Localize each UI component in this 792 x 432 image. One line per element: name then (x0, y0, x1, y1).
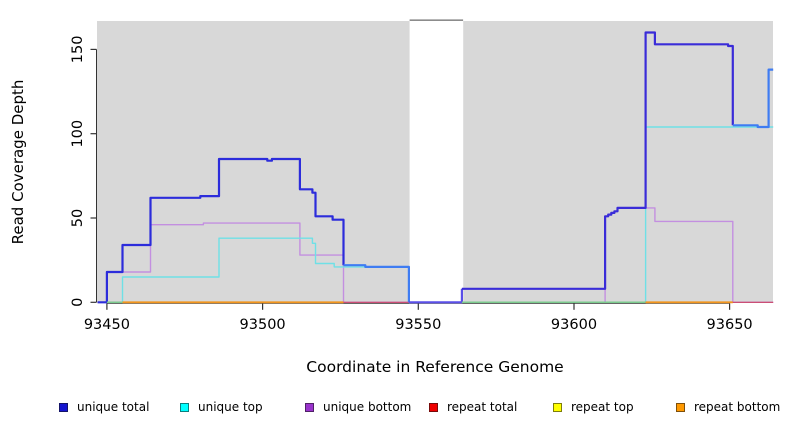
legend-swatch-unique-top (180, 402, 189, 412)
x-tick-label: 93550 (395, 317, 441, 333)
legend: unique total unique top unique bottom repea… (0, 398, 792, 422)
plot-area: 93450 93500 93550 93600 93650 0 50 100 150 (70, 19, 774, 333)
series-segment (97, 157, 345, 304)
legend-label-unique-top: unique top (198, 400, 263, 414)
legend-swatch-repeat-top (553, 402, 562, 412)
x-tick-label: 93600 (551, 317, 597, 333)
y-tick-label: 50 (70, 209, 86, 227)
x-tick-label: 93450 (84, 317, 130, 333)
series-segment (343, 264, 410, 303)
legend-label-unique-total: unique total (77, 400, 150, 414)
series-segment (461, 31, 734, 290)
x-tick-label: 93500 (240, 317, 286, 333)
legend-swatch-repeat-total (429, 402, 438, 412)
legend-label-repeat-total: repeat total (447, 400, 518, 414)
legend-item-unique-top: unique top (180, 398, 263, 416)
legend-item-repeat-top: repeat top (553, 398, 634, 416)
x-tick-label: 93650 (707, 317, 753, 333)
x-axis-title: Coordinate in Reference Genome (306, 358, 564, 376)
legend-swatch-unique-bottom (305, 402, 314, 412)
legend-swatch-unique-total (59, 402, 68, 412)
y-axis-title: Read Coverage Depth (9, 79, 27, 245)
series-segment (732, 68, 774, 129)
y-tick-label: 150 (70, 36, 86, 64)
legend-item-unique-total: unique total (59, 398, 149, 416)
legend-item-repeat-total: repeat total (429, 398, 517, 416)
legend-label-repeat-bottom: repeat bottom (694, 400, 781, 414)
y-tick-label: 0 (70, 298, 86, 307)
y-tick-label: 100 (70, 120, 86, 148)
legend-swatch-repeat-bottom (676, 402, 685, 412)
legend-item-unique-bottom: unique bottom (305, 398, 411, 416)
gap-region (409, 21, 464, 303)
legend-item-repeat-bottom: repeat bottom (676, 398, 780, 416)
legend-label-unique-bottom: unique bottom (323, 400, 412, 414)
legend-label-repeat-top: repeat top (571, 400, 634, 414)
